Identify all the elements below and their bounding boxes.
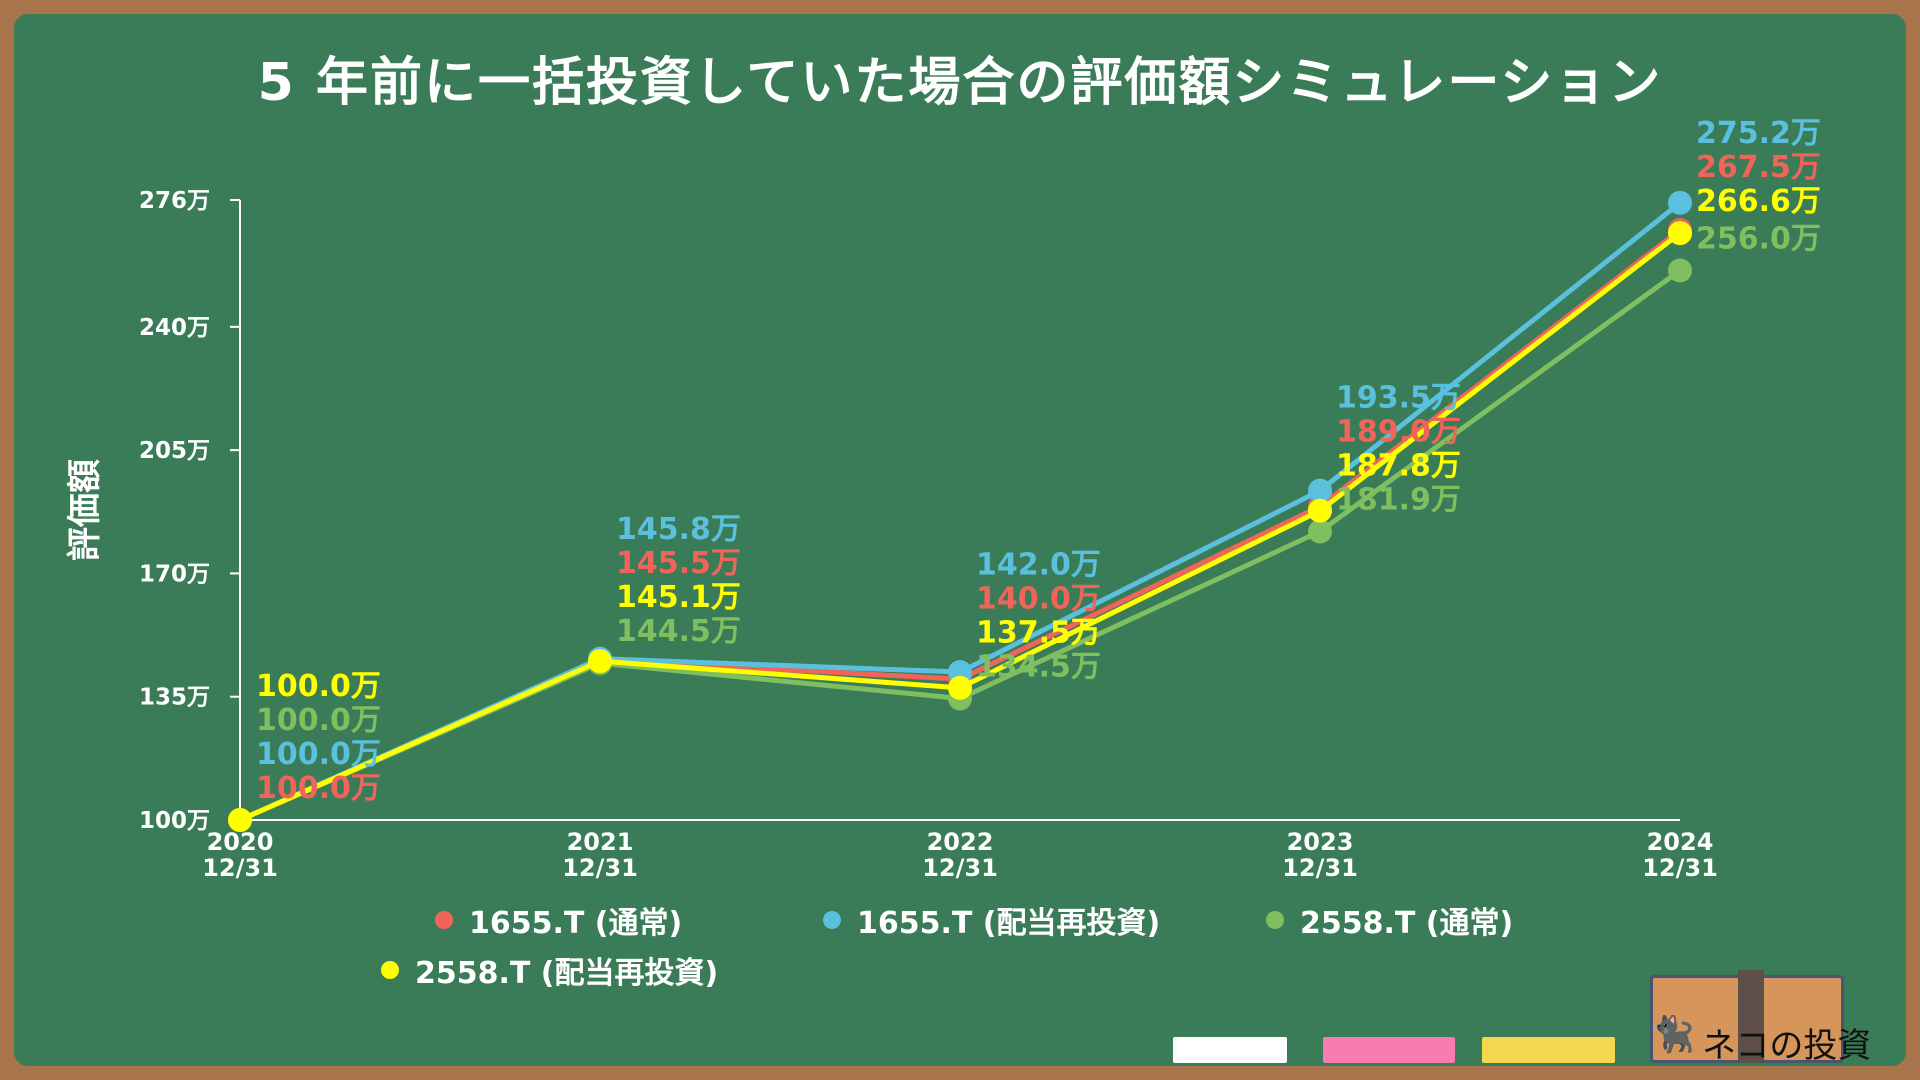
chalk-yellow [1482,1037,1615,1063]
data-point [1668,221,1692,246]
data-label: 275.2万 [1696,116,1821,151]
data-label: 145.5万 [616,546,741,581]
data-point [948,675,972,700]
legend-item-2558-reinvest: 2558.T (配当再投資) [381,948,718,992]
series-line-2 [239,268,1682,823]
data-point [1668,190,1692,215]
legend-label: 2558.T (配当再投資) [415,956,719,991]
y-tick-label: 100万 [139,808,210,834]
data-point [1308,478,1332,503]
x-tick-label: 12/31 [1642,854,1718,882]
legend-dot-icon [381,961,399,979]
legend-item-1655-reinvest: 1655.T (配当再投資) [823,898,1160,942]
x-tick-label: 2023 [1287,828,1354,856]
data-point [228,808,252,832]
chalkboard [14,14,1906,1066]
y-tick-label: 276万 [139,188,210,214]
series-line-3 [238,231,1682,823]
data-label: 256.0万 [1696,221,1821,256]
legend-item-2558-normal: 2558.T (通常) [1266,898,1513,942]
data-point [1308,498,1332,523]
cat-icon: 🐈‍⬛ [1650,1015,1694,1055]
data-point [1308,519,1332,544]
data-label: 145.8万 [616,512,741,547]
data-label: 189.0万 [1336,414,1461,449]
legend-item-1655-normal: 1655.T (通常) [435,898,682,942]
logo-text: ネコの投資 [1702,1026,1872,1066]
series-line-0 [238,227,1682,823]
data-label: 134.5万 [976,649,1101,684]
data-label: 142.0万 [976,547,1101,582]
legend-dot-icon [823,911,841,929]
legend-label: 1655.T (通常) [469,906,683,941]
data-label: 100.0万 [256,737,381,772]
data-label: 267.5万 [1696,150,1821,185]
data-point [1668,258,1692,283]
y-tick-label: 240万 [139,315,210,341]
x-tick-label: 12/31 [1282,854,1358,882]
data-label: 193.5万 [1336,380,1461,415]
legend-label: 1655.T (配当再投資) [857,906,1161,941]
chalk-white [1173,1037,1287,1063]
data-label: 100.0万 [256,703,381,738]
data-label: 144.5万 [616,614,741,649]
legend-dot-icon [435,911,453,929]
y-tick-label: 135万 [139,685,210,711]
data-label: 181.9万 [1336,482,1461,517]
data-label: 100.0万 [256,669,381,704]
logo-book [1650,970,1844,1063]
chart-title: 5 年前に一括投資していた場合の評価額シミュレーション [257,53,1663,113]
data-point [588,649,612,674]
legend-dot-icon [1266,911,1284,929]
y-tick-label: 170万 [139,561,210,587]
x-tick-label: 2024 [1647,828,1714,856]
y-axis-label: 評価額 [65,459,105,561]
data-label: 100.0万 [256,771,381,806]
data-label: 145.1万 [616,580,741,615]
x-tick-label: 12/31 [562,854,638,882]
y-tick-label: 205万 [139,438,210,464]
x-tick-label: 2022 [927,828,994,856]
x-tick-label: 12/31 [922,854,998,882]
x-tick-label: 12/31 [202,854,278,882]
data-label: 266.6万 [1696,184,1821,219]
data-label: 140.0万 [976,581,1101,616]
data-label: 137.5万 [976,615,1101,650]
x-tick-label: 2020 [207,828,274,856]
data-label: 187.8万 [1336,448,1461,483]
chalk-pink [1323,1037,1455,1063]
legend-label: 2558.T (通常) [1300,906,1514,941]
x-tick-label: 2021 [567,828,634,856]
